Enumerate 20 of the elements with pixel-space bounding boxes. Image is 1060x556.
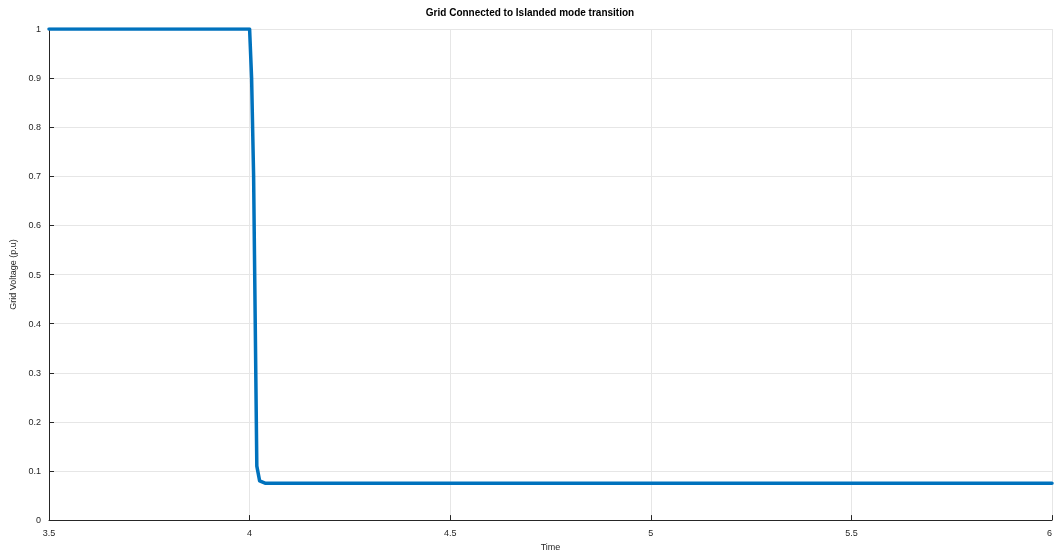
y-tick-label: 0.1 (28, 465, 41, 476)
chart-title: Grid Connected to Islanded mode transition (425, 6, 635, 18)
y-tick-label: 0.4 (28, 318, 41, 329)
y-tick-label: 1 (35, 24, 41, 34)
x-tick-label: 4 (247, 527, 253, 538)
y-axis-title: Grid Voltage (p.u) (8, 239, 19, 310)
y-tick-label: 0.2 (28, 416, 41, 427)
y-tick-label: 0.7 (28, 171, 41, 182)
x-tick-label: 5 (648, 527, 654, 538)
x-tick-label: 4.5 (443, 527, 457, 538)
y-tick-label: 0.9 (28, 73, 41, 84)
x-tick-label: 5.5 (845, 527, 858, 538)
x-tick-label: 3.5 (42, 527, 56, 538)
y-tick-label: 0.6 (28, 220, 41, 231)
y-tick-label: 0.3 (28, 367, 41, 378)
y-tick-label: 0.5 (28, 269, 41, 280)
y-tick-label: 0 (35, 515, 41, 526)
x-axis-title: Time (540, 541, 561, 552)
y-tick-label: 0.8 (28, 122, 41, 133)
x-tick-label: 6 (1046, 527, 1052, 538)
